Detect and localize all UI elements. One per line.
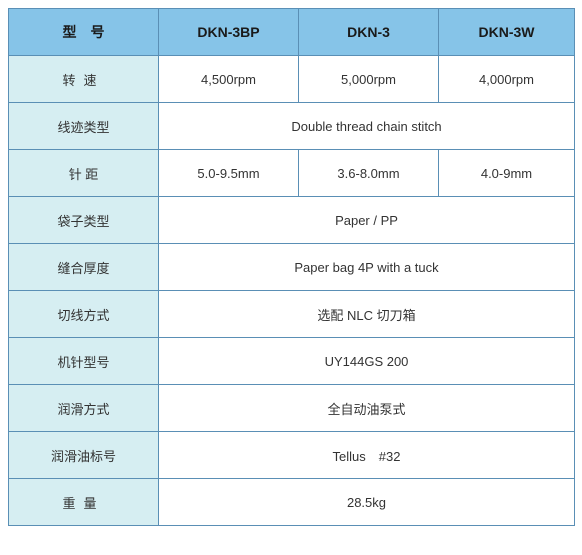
table-row: 重量 28.5kg — [9, 479, 575, 526]
row-label: 润滑油标号 — [9, 432, 159, 479]
table-row: 袋子类型 Paper / PP — [9, 197, 575, 244]
row-cell: 4.0-9mm — [439, 150, 575, 197]
row-cell: 4,000rpm — [439, 56, 575, 103]
row-cell: 28.5kg — [159, 479, 575, 526]
row-label: 润滑方式 — [9, 385, 159, 432]
row-cell: Paper bag 4P with a tuck — [159, 244, 575, 291]
header-col-1: DKN-3 — [299, 9, 439, 56]
table-row: 针 距 5.0-9.5mm 3.6-8.0mm 4.0-9mm — [9, 150, 575, 197]
table-row: 机针型号 UY144GS 200 — [9, 338, 575, 385]
header-row: 型 号 DKN-3BP DKN-3 DKN-3W — [9, 9, 575, 56]
row-cell: 全自动油泵式 — [159, 385, 575, 432]
table-row: 缝合厚度 Paper bag 4P with a tuck — [9, 244, 575, 291]
row-label: 缝合厚度 — [9, 244, 159, 291]
row-cell: 4,500rpm — [159, 56, 299, 103]
table-row: 润滑油标号 Tellus #32 — [9, 432, 575, 479]
row-label: 切线方式 — [9, 291, 159, 338]
spec-table: 型 号 DKN-3BP DKN-3 DKN-3W 转速 4,500rpm 5,0… — [8, 8, 575, 526]
table-row: 润滑方式 全自动油泵式 — [9, 385, 575, 432]
row-cell: Double thread chain stitch — [159, 103, 575, 150]
table-row: 转速 4,500rpm 5,000rpm 4,000rpm — [9, 56, 575, 103]
row-cell: 5.0-9.5mm — [159, 150, 299, 197]
row-cell: 5,000rpm — [299, 56, 439, 103]
row-label: 袋子类型 — [9, 197, 159, 244]
row-cell: UY144GS 200 — [159, 338, 575, 385]
row-cell: Tellus #32 — [159, 432, 575, 479]
row-label: 机针型号 — [9, 338, 159, 385]
table-row: 切线方式 选配 NLC 切刀箱 — [9, 291, 575, 338]
row-label: 线迹类型 — [9, 103, 159, 150]
row-label: 针 距 — [9, 150, 159, 197]
row-label: 转速 — [9, 56, 159, 103]
row-cell: Paper / PP — [159, 197, 575, 244]
row-label: 重量 — [9, 479, 159, 526]
header-col-2: DKN-3W — [439, 9, 575, 56]
row-cell: 选配 NLC 切刀箱 — [159, 291, 575, 338]
row-cell: 3.6-8.0mm — [299, 150, 439, 197]
table-row: 线迹类型 Double thread chain stitch — [9, 103, 575, 150]
header-col-0: DKN-3BP — [159, 9, 299, 56]
header-model-label: 型 号 — [9, 9, 159, 56]
